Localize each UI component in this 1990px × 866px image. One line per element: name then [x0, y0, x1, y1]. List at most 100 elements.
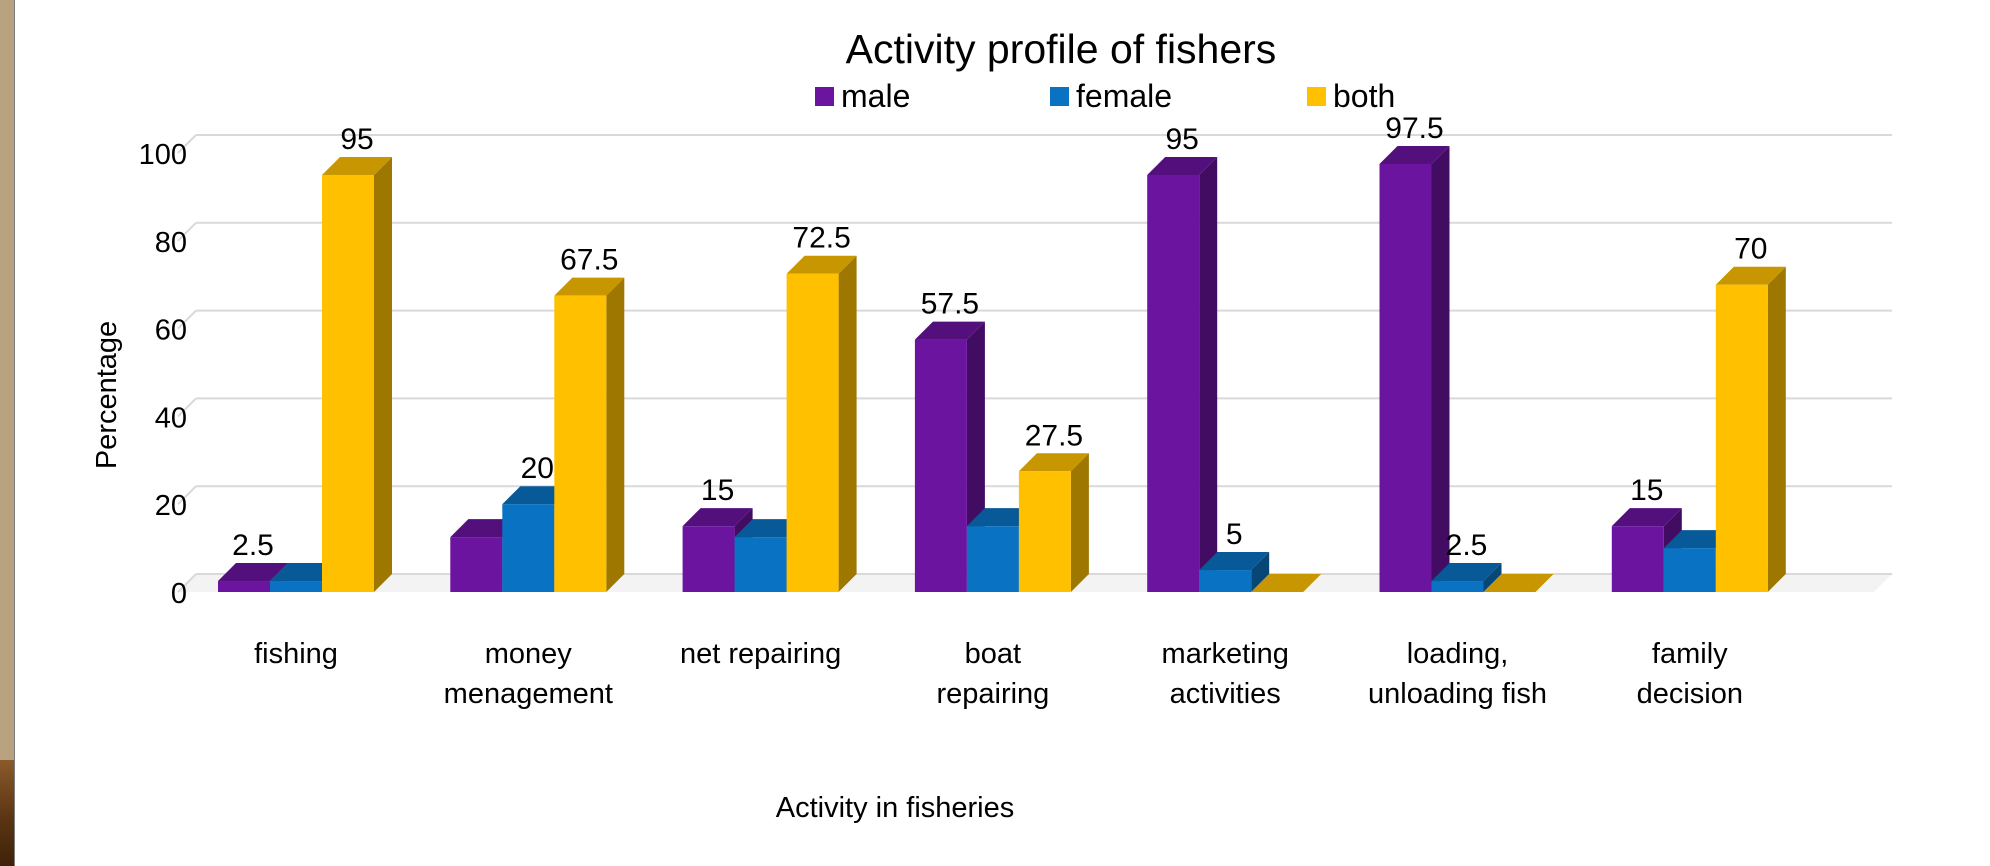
data-label-female: 20 — [521, 452, 554, 485]
gridline-side — [177, 222, 197, 242]
x-category-label-line: net repairing — [680, 638, 841, 670]
bar-side — [1767, 266, 1786, 592]
data-label-female: 5 — [1226, 518, 1243, 551]
legend-swatch-male — [815, 87, 834, 106]
bar-top — [218, 563, 288, 582]
bar-front — [914, 339, 967, 592]
bar-chart-3d: 0 20 40 60 80 100 2.5 95 20 67.5 15 72.5 57.5 27.5 95… — [91, 26, 1893, 824]
bar-front — [1715, 284, 1768, 592]
x-axis-title: Activity in fisheries — [776, 792, 1015, 824]
bar-front — [734, 537, 787, 592]
data-label-male: 15 — [701, 474, 734, 507]
x-category-label: boat repairing — [936, 638, 1049, 710]
bar-top — [1018, 453, 1089, 472]
legend-swatch-both — [1307, 87, 1326, 106]
bar-front — [682, 526, 735, 592]
bar-top — [554, 277, 625, 296]
x-category-label-line: loading, — [1407, 638, 1509, 670]
bar-both-marketing-activities — [1251, 574, 1322, 592]
bar-both-fishing — [322, 156, 392, 592]
bar-both-boat-repairing — [1018, 453, 1089, 592]
bar-front — [1147, 174, 1200, 592]
chart-title: Activity profile of fishers — [846, 26, 1277, 72]
data-label-male: 15 — [1630, 474, 1663, 507]
gridline-side — [177, 309, 197, 330]
x-category-label-line: menagement — [444, 678, 613, 710]
bar-female-marketing-activities — [1199, 552, 1270, 592]
bar-male-boat-repairing — [914, 321, 985, 592]
data-label-both: 70 — [1734, 233, 1767, 266]
x-category-label-line: family — [1652, 638, 1728, 670]
bar-front — [270, 581, 322, 592]
y-axis-ticks: 0 20 40 60 80 100 — [139, 139, 187, 610]
bar-side — [1431, 145, 1450, 592]
gridline-side — [177, 573, 197, 593]
x-category-label-line: fishing — [254, 638, 338, 670]
bar-side — [838, 255, 857, 592]
bar-front — [1431, 581, 1484, 592]
bar-front — [322, 174, 374, 592]
y-tick-label: 60 — [155, 315, 187, 347]
y-tick-label: 100 — [139, 139, 187, 171]
x-category-label: family decision — [1637, 638, 1743, 710]
x-category-label-line: money — [485, 638, 573, 670]
data-label-both: 72.5 — [792, 222, 850, 255]
x-category-label-line: unloading fish — [1368, 678, 1547, 710]
data-label-male: 95 — [1166, 123, 1199, 156]
bar-top — [1147, 156, 1218, 175]
x-category-label-line: marketing — [1162, 638, 1289, 670]
bar-female-loading-unloading-fish — [1431, 563, 1502, 592]
bar-top — [322, 156, 392, 175]
bar-both-loading-unloading-fish — [1483, 574, 1554, 592]
x-category-label-line: activities — [1170, 678, 1281, 710]
bar-front — [966, 526, 1019, 592]
bar-male-marketing-activities — [1147, 156, 1218, 592]
bar-side — [374, 156, 392, 592]
bar-both-family-decision — [1715, 266, 1786, 592]
legend-label-both: both — [1333, 78, 1395, 114]
x-category-label: loading, unloading fish — [1368, 638, 1547, 710]
bars — [218, 145, 1786, 592]
bar-front — [1663, 548, 1716, 592]
bar-top — [1431, 563, 1502, 582]
gridline-side — [177, 397, 197, 418]
data-label-both: 67.5 — [560, 244, 618, 277]
bar-top — [1199, 552, 1270, 571]
y-tick-label: 0 — [171, 578, 187, 610]
bar-front — [1199, 570, 1252, 592]
x-category-label: marketing activities — [1162, 638, 1289, 710]
bar-male-loading-unloading-fish — [1379, 145, 1450, 592]
bar-side — [1070, 453, 1089, 592]
gridline-side — [177, 134, 197, 154]
x-category-label-line: decision — [1637, 678, 1743, 710]
legend: male female both — [815, 78, 1395, 114]
x-axis-category-labels: fishing money menagement net repairing boat r… — [254, 638, 1743, 710]
bar-both-net-repairing — [786, 255, 857, 592]
bar-front — [218, 581, 270, 592]
data-label-female: 2.5 — [1446, 529, 1488, 562]
bar-top — [1715, 266, 1786, 285]
x-category-label-line: boat — [965, 638, 1021, 670]
gridline-side — [177, 485, 197, 505]
bar-male-family-decision — [1611, 508, 1682, 592]
x-category-label: net repairing — [680, 638, 841, 670]
x-category-label: fishing — [254, 638, 338, 670]
bar-top — [1379, 145, 1450, 164]
bar-top — [1483, 574, 1554, 592]
bar-front — [1611, 526, 1664, 592]
bar-front — [554, 295, 607, 592]
data-label-male: 97.5 — [1385, 112, 1443, 145]
bar-side — [1199, 156, 1218, 592]
slide-frame: 0 20 40 60 80 100 2.5 95 20 67.5 15 72.5 57.5 27.5 95… — [14, 0, 1990, 866]
data-labels: 2.5 95 20 67.5 15 72.5 57.5 27.5 95 5 97.5 2.5 15 70 — [232, 112, 1767, 562]
bar-top — [786, 255, 857, 274]
bar-front — [502, 504, 555, 592]
y-axis-title: Percentage — [91, 321, 123, 469]
y-tick-label: 40 — [155, 402, 187, 434]
y-tick-label: 20 — [155, 490, 187, 522]
data-label-both: 27.5 — [1025, 419, 1083, 452]
data-label-male: 57.5 — [921, 288, 979, 321]
x-category-label-line: repairing — [936, 678, 1049, 710]
x-category-label: money menagement — [444, 638, 613, 710]
legend-label-male: male — [841, 78, 910, 114]
